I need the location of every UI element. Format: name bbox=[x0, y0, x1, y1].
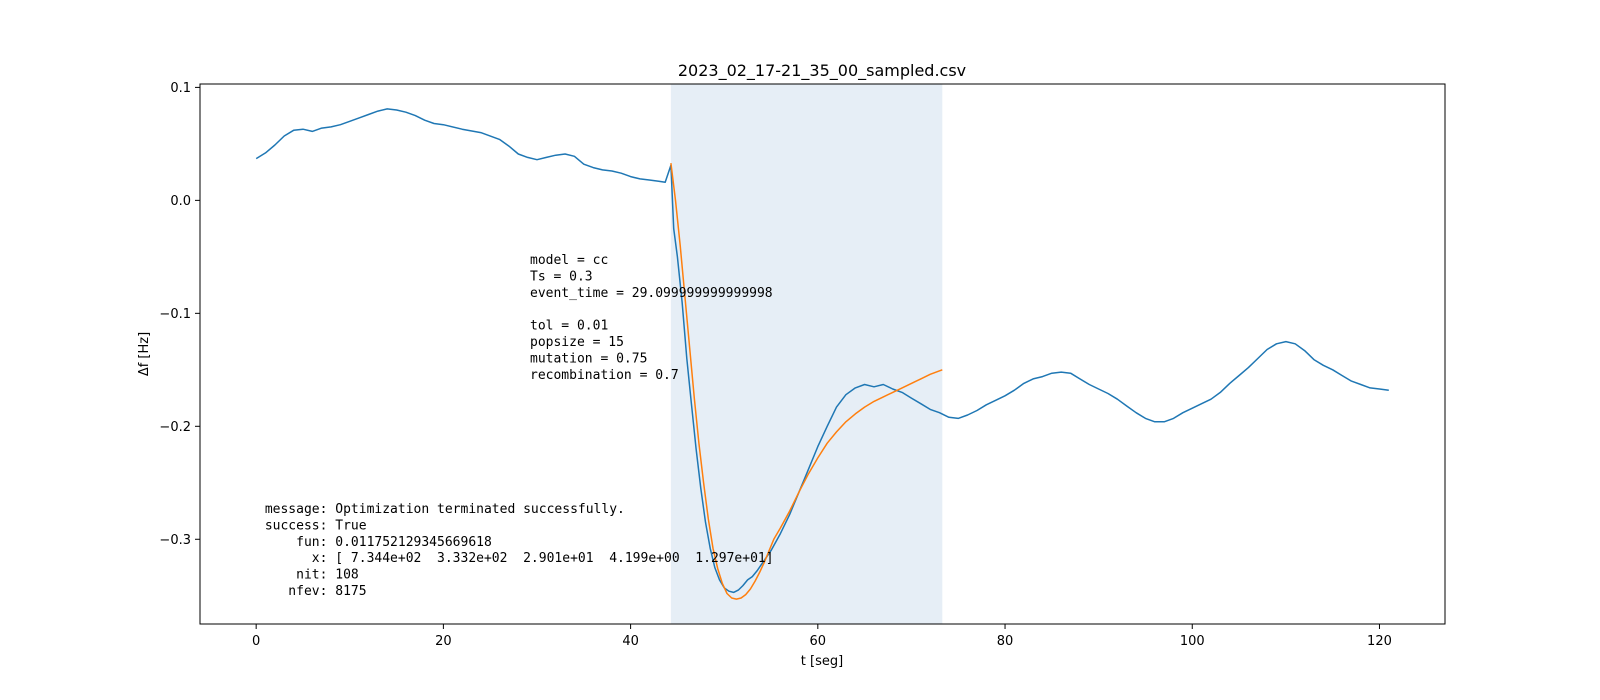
chart-title: 2023_02_17-21_35_00_sampled.csv bbox=[678, 61, 966, 81]
y-tick-label: −0.1 bbox=[159, 307, 191, 322]
params-line: popsize = 15 bbox=[530, 335, 624, 350]
x-axis: 0 20 40 60 80 100 120 bbox=[252, 624, 1392, 649]
plot-area-frame bbox=[199, 83, 1446, 625]
result-line: nit: 108 bbox=[257, 568, 359, 583]
fit-window-shaded-region bbox=[670, 84, 943, 624]
result-line: x: [ 7.344e+02 3.332e+02 2.901e+01 4.199… bbox=[257, 551, 774, 566]
y-tick-label: −0.2 bbox=[159, 420, 191, 435]
params-line: model = cc bbox=[530, 253, 608, 268]
y-tick-label: −0.3 bbox=[159, 533, 191, 548]
x-tick-label: 120 bbox=[1367, 634, 1392, 649]
result-line: fun: 0.011752129345669618 bbox=[257, 535, 492, 550]
x-tick-label: 0 bbox=[252, 634, 260, 649]
series-layer bbox=[255, 108, 1389, 600]
params-line: recombination = 0.7 bbox=[530, 368, 679, 383]
y-tick-label: 0.1 bbox=[170, 81, 191, 96]
y-axis-label: Δf [Hz] bbox=[137, 332, 152, 376]
y-tick-label: 0.0 bbox=[170, 194, 191, 209]
x-tick-label: 60 bbox=[810, 634, 827, 649]
y-axis: 0.1 0.0 −0.1 −0.2 −0.3 bbox=[159, 81, 200, 548]
params-line: mutation = 0.75 bbox=[530, 351, 647, 366]
x-tick-label: 80 bbox=[997, 634, 1014, 649]
params-line: tol = 0.01 bbox=[530, 319, 608, 334]
series-line-1 bbox=[255, 108, 1389, 594]
result-line: nfev: 8175 bbox=[257, 584, 367, 599]
params-line: event_time = 29.099999999999998 bbox=[530, 286, 773, 301]
result-line: success: True bbox=[257, 518, 367, 533]
series-line-2 bbox=[670, 163, 943, 600]
optimizer-result-annotation: message: Optimization terminated success… bbox=[257, 502, 774, 599]
x-axis-label: t [seg] bbox=[801, 654, 843, 669]
result-line: message: Optimization terminated success… bbox=[257, 502, 625, 517]
x-tick-label: 40 bbox=[622, 634, 639, 649]
params-line: Ts = 0.3 bbox=[530, 269, 593, 284]
x-tick-label: 100 bbox=[1180, 634, 1205, 649]
x-tick-label: 20 bbox=[435, 634, 452, 649]
